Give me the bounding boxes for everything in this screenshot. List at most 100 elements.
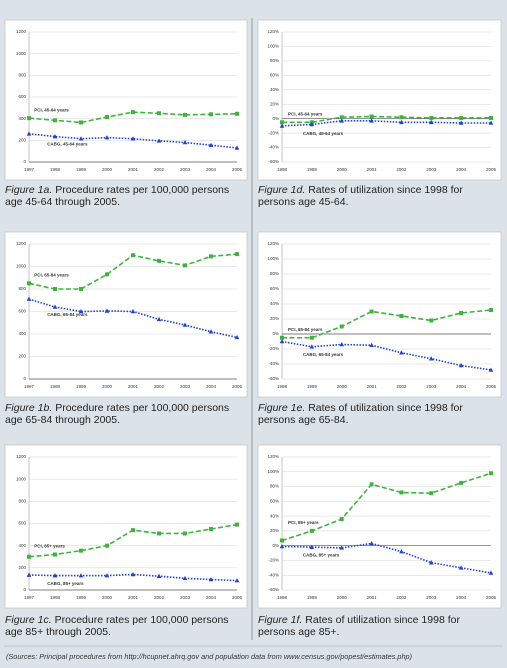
caption-text: Procedure rates per 100,000 persons age … bbox=[5, 614, 229, 638]
x-tick-label: 2004 bbox=[456, 595, 467, 600]
data-point bbox=[27, 281, 31, 286]
y-tick-label: -20% bbox=[268, 346, 279, 351]
data-point bbox=[157, 258, 161, 263]
data-point bbox=[369, 118, 374, 123]
y-tick-label: 0 bbox=[23, 159, 26, 164]
y-tick-label: -40% bbox=[268, 572, 279, 577]
data-point bbox=[309, 528, 314, 533]
series-label: CABG, 65-84 years bbox=[303, 352, 344, 357]
data-point bbox=[26, 296, 32, 301]
data-point bbox=[104, 135, 110, 140]
data-point bbox=[182, 322, 188, 327]
caption: Figure 1e. Rates of utilization since 19… bbox=[258, 402, 498, 426]
data-point bbox=[280, 335, 284, 340]
x-tick-label: 2000 bbox=[337, 167, 348, 172]
data-point bbox=[339, 115, 344, 120]
data-point bbox=[488, 120, 494, 125]
x-tick-label: 2001 bbox=[128, 167, 139, 172]
data-point bbox=[183, 531, 187, 536]
data-point bbox=[157, 531, 161, 536]
data-point bbox=[52, 134, 58, 139]
y-tick-label: 600 bbox=[18, 309, 26, 314]
data-point bbox=[105, 543, 109, 548]
data-point bbox=[399, 490, 404, 495]
x-tick-label: 1999 bbox=[307, 595, 318, 600]
x-tick-label: 2000 bbox=[102, 167, 113, 172]
data-point bbox=[130, 136, 136, 141]
data-point bbox=[399, 549, 404, 554]
y-tick-label: 120% bbox=[267, 454, 279, 459]
data-point bbox=[429, 491, 434, 496]
y-tick-label: 200 bbox=[18, 138, 26, 143]
y-tick-label: 1000 bbox=[16, 264, 27, 269]
data-point bbox=[208, 329, 214, 334]
x-tick-label: 2002 bbox=[154, 167, 165, 172]
series-label: CABG, 65-84 years bbox=[47, 312, 88, 317]
x-tick-label: 1999 bbox=[76, 595, 87, 600]
data-point bbox=[104, 308, 110, 313]
series-label: PCI, 45-64 years bbox=[34, 107, 69, 112]
data-point bbox=[339, 324, 344, 329]
data-point bbox=[131, 253, 135, 258]
y-tick-label: 600 bbox=[18, 94, 26, 99]
x-tick-label: 2004 bbox=[206, 167, 217, 172]
x-tick-label: 1997 bbox=[24, 384, 35, 389]
x-tick-label: 2005 bbox=[232, 384, 243, 389]
x-tick-label: 2005 bbox=[486, 595, 497, 600]
data-point bbox=[309, 335, 314, 340]
data-point bbox=[79, 287, 83, 291]
x-tick-label: 2002 bbox=[396, 384, 407, 389]
data-point bbox=[182, 575, 188, 581]
data-point bbox=[130, 571, 136, 577]
data-point bbox=[488, 570, 494, 575]
y-tick-label: 60% bbox=[270, 73, 279, 78]
y-tick-label: -40% bbox=[268, 361, 279, 366]
data-point bbox=[280, 538, 284, 543]
x-tick-label: 2003 bbox=[426, 384, 437, 389]
y-tick-label: 60% bbox=[270, 286, 279, 291]
series-label: PCI, 65-84 years bbox=[288, 327, 323, 332]
data-point bbox=[428, 356, 434, 361]
x-tick-label: 2000 bbox=[102, 384, 113, 389]
caption-text: Rates of utilization since 1998 for pers… bbox=[258, 614, 460, 638]
data-point bbox=[309, 121, 315, 127]
y-tick-label: -20% bbox=[268, 130, 279, 135]
data-point bbox=[183, 112, 187, 117]
y-tick-label: 800 bbox=[18, 499, 26, 504]
data-point bbox=[156, 573, 162, 578]
data-point bbox=[208, 576, 214, 582]
y-tick-label: 1200 bbox=[16, 29, 27, 34]
data-point bbox=[27, 116, 31, 121]
series-line bbox=[281, 542, 492, 574]
x-tick-label: 2001 bbox=[367, 384, 378, 389]
caption-label: Figure 1b. bbox=[5, 402, 53, 414]
data-point bbox=[429, 115, 434, 120]
y-tick-label: 0 bbox=[23, 376, 26, 381]
y-tick-label: 1200 bbox=[16, 454, 27, 459]
y-tick-label: 100% bbox=[267, 256, 279, 261]
y-tick-label: 1000 bbox=[16, 51, 27, 56]
y-tick-label: 80% bbox=[270, 58, 279, 63]
series-line bbox=[282, 309, 492, 339]
y-tick-label: 40% bbox=[270, 301, 279, 306]
y-tick-label: 60% bbox=[270, 499, 279, 504]
series-label: PCI, 85+ years bbox=[34, 544, 65, 549]
data-point bbox=[105, 115, 109, 120]
y-tick-label: 400 bbox=[18, 331, 26, 336]
x-tick-label: 2002 bbox=[154, 384, 165, 389]
caption: Figure 1f. Rates of utilization since 19… bbox=[258, 614, 498, 638]
y-tick-label: 0% bbox=[272, 543, 279, 548]
data-point bbox=[209, 112, 213, 117]
x-tick-label: 2005 bbox=[486, 167, 497, 172]
data-point bbox=[157, 111, 161, 116]
data-point bbox=[399, 115, 404, 120]
data-point bbox=[339, 545, 345, 550]
chart-panel bbox=[4, 444, 248, 609]
y-tick-label: 20% bbox=[270, 101, 279, 106]
series-line bbox=[282, 115, 491, 124]
caption: Figure 1b. Procedure rates per 100,000 p… bbox=[5, 402, 245, 426]
data-point bbox=[399, 350, 404, 355]
data-point bbox=[53, 287, 57, 291]
data-point bbox=[339, 118, 345, 123]
